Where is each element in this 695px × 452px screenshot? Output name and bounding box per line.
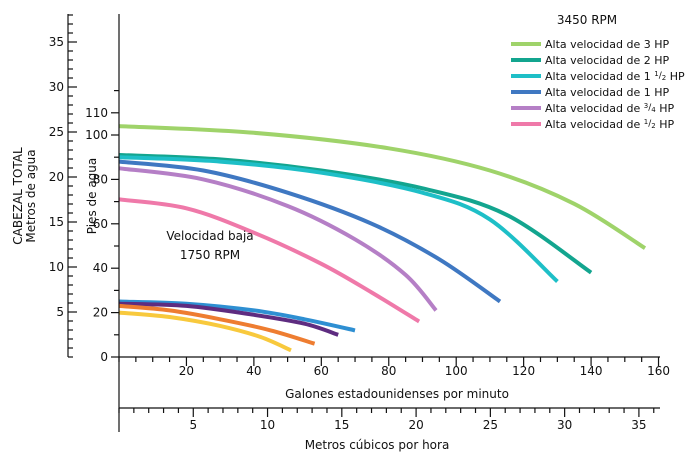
- x-axis-title-m3h: Metros cúbicos por hora: [305, 438, 450, 452]
- chart-title: 3450 RPM: [557, 13, 617, 27]
- y-meters-tick-label: 10: [49, 260, 64, 274]
- legend-label: Alta velocidad de 2 HP: [545, 54, 670, 67]
- x-m3h-tick-label: 35: [631, 418, 646, 432]
- x-m3h-tick-label: 10: [260, 418, 275, 432]
- low-speed-note-line2: 1750 RPM: [180, 248, 240, 262]
- y-meters-tick-label: 35: [49, 35, 64, 49]
- curve-6: [118, 197, 421, 324]
- y-meters-tick-label: 30: [49, 80, 64, 94]
- curve-9: [118, 303, 316, 346]
- y-feet-tick-label: 60: [93, 217, 108, 231]
- y-meters-tick-label: 20: [49, 170, 64, 184]
- axes: 0 20 40 60 80 100 110 5 10 15 20 25 30 35 20 40 60 80 100 1…: [49, 14, 670, 432]
- x-gpm-tick-label: 120: [512, 364, 535, 378]
- legend-label: Alta velocidad de 3 HP: [545, 38, 670, 51]
- y-feet-tick-label: 110: [85, 106, 108, 120]
- x-gpm-tick-label: 40: [246, 364, 261, 378]
- curve-4: [118, 159, 502, 304]
- y-axis-title-meters-line2: Metros de agua: [24, 149, 38, 242]
- x-gpm-tick-label: 80: [381, 364, 396, 378]
- x-m3h-tick-label: 15: [334, 418, 349, 432]
- y-meters-tick-label: 5: [56, 305, 64, 319]
- performance-curves: [118, 124, 647, 353]
- curve-10: [118, 310, 292, 353]
- curve-5: [118, 166, 438, 312]
- curve-1: [118, 124, 647, 250]
- legend-label: Alta velocidad de 1 HP: [545, 86, 670, 99]
- y-meters-tick-label: 25: [49, 125, 64, 139]
- x-gpm-tick-label: 60: [314, 364, 329, 378]
- legend: Alta velocidad de 3 HP Alta velocidad de …: [511, 38, 685, 131]
- curve-7: [118, 299, 356, 333]
- legend-label: Alta velocidad de 3/4 HP: [545, 102, 675, 115]
- y-feet-tick-label: 40: [93, 261, 108, 275]
- x-axis-title-gpm: Galones estadounidenses por minuto: [285, 387, 509, 401]
- x-gpm-tick-label: 100: [445, 364, 468, 378]
- x-m3h-tick-label: 20: [408, 418, 423, 432]
- x-m3h-tick-label: 5: [189, 418, 197, 432]
- curve-3: [118, 155, 559, 283]
- curve-2: [118, 153, 593, 275]
- x-m3h-tick-label: 25: [483, 418, 498, 432]
- x-gpm-tick-label: 160: [647, 364, 670, 378]
- y-feet-tick-label: 20: [93, 306, 108, 320]
- x-gpm-tick-label: 140: [580, 364, 603, 378]
- x-gpm-tick-label: 20: [179, 364, 194, 378]
- legend-label: Alta velocidad de 1 1/2 HP: [545, 70, 685, 83]
- y-meters-tick-label: 15: [49, 215, 64, 229]
- y-feet-tick-label: 80: [93, 172, 108, 186]
- curve-8: [118, 301, 339, 337]
- y-feet-tick-label: 100: [85, 128, 108, 142]
- legend-label: Alta velocidad de 1/2 HP: [545, 118, 675, 131]
- low-speed-note-line1: Velocidad baja: [166, 229, 253, 243]
- x-m3h-tick-label: 30: [557, 418, 572, 432]
- y-axis-title-meters-line1: CABEZAL TOTAL: [11, 147, 25, 245]
- y-feet-tick-label: 0: [100, 350, 108, 364]
- y-axis-title-feet: Pies de agua: [85, 158, 99, 235]
